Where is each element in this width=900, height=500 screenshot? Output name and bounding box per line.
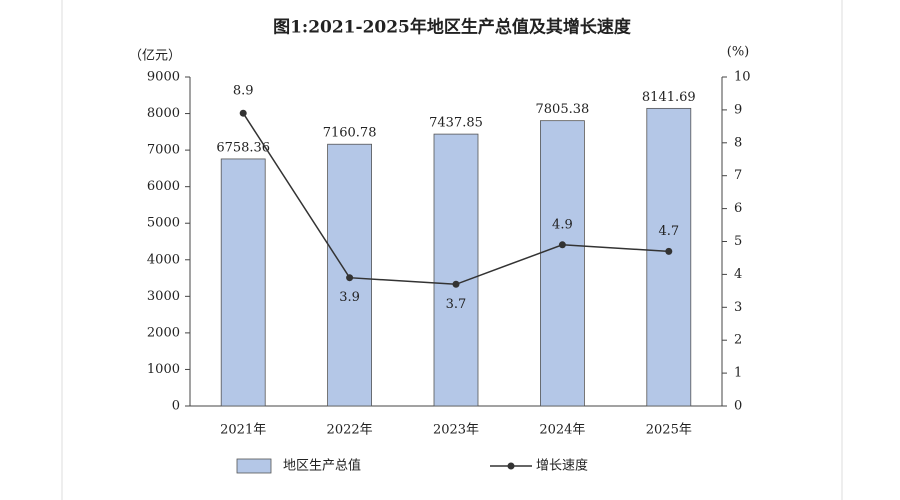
y-tick-label: 3000: [147, 289, 180, 304]
x-tick-label: 2024年: [539, 423, 585, 438]
y-axis-label: （亿元）: [129, 49, 181, 64]
line-point: [239, 109, 247, 117]
y-tick-label: 5000: [147, 216, 180, 231]
x-tick-label: 2023年: [433, 423, 479, 438]
y2-tick-label: 10: [734, 70, 751, 85]
line-point: [452, 280, 460, 288]
y2-tick-label: 4: [734, 267, 742, 282]
bar: [433, 133, 479, 407]
y2-tick-label: 5: [734, 234, 742, 249]
y2-tick-label: 0: [734, 399, 742, 414]
y-tick-label: 1000: [147, 362, 180, 377]
legend-label: 增长速度: [536, 458, 588, 474]
bar: [540, 120, 585, 407]
bar: [646, 107, 692, 407]
y2-tick-label: 9: [734, 102, 742, 117]
line-value-label: 3.7: [446, 297, 467, 312]
line-point: [558, 241, 566, 249]
line-value-label: 4.7: [658, 224, 679, 239]
bar: [220, 158, 266, 407]
bar-value-label: 7805.38: [536, 102, 590, 117]
bar-value-label: 8141.69: [642, 90, 696, 105]
x-tick-label: 2021年: [220, 423, 266, 438]
y2-tick-label: 7: [734, 168, 742, 183]
y-tick-label: 2000: [147, 325, 180, 340]
y2-tick-label: 2: [734, 333, 742, 348]
legend-swatch: [236, 458, 272, 474]
y-tick-label: 6000: [147, 179, 180, 194]
x-tick-label: 2022年: [327, 423, 373, 438]
y2-tick-label: 6: [734, 201, 742, 216]
line-value-label: 8.9: [233, 84, 254, 99]
x-tick-label: 2025年: [646, 423, 692, 438]
y-tick-label: 7000: [147, 143, 180, 158]
y-tick-label: 9000: [147, 70, 180, 85]
bar-value-label: 6758.36: [216, 140, 270, 155]
chart-title: 图1:2021-2025年地区生产总值及其增长速度: [273, 17, 632, 38]
y2-tick-label: 1: [734, 366, 742, 381]
line-value-label: 3.9: [339, 290, 360, 305]
bar-value-label: 7160.78: [323, 126, 377, 141]
line-value-label: 4.9: [552, 217, 573, 232]
line-point: [346, 274, 354, 282]
y2-tick-label: 3: [734, 300, 742, 315]
bar-value-label: 7437.85: [429, 116, 483, 131]
y-tick-label: 0: [172, 399, 180, 414]
line-point: [665, 247, 673, 255]
y2-axis-label: (%): [727, 45, 750, 60]
legend-marker: [507, 462, 515, 470]
y-tick-label: 8000: [147, 106, 180, 121]
y2-tick-label: 8: [734, 135, 742, 150]
y-tick-label: 4000: [147, 252, 180, 267]
legend-label: 地区生产总值: [283, 458, 361, 474]
